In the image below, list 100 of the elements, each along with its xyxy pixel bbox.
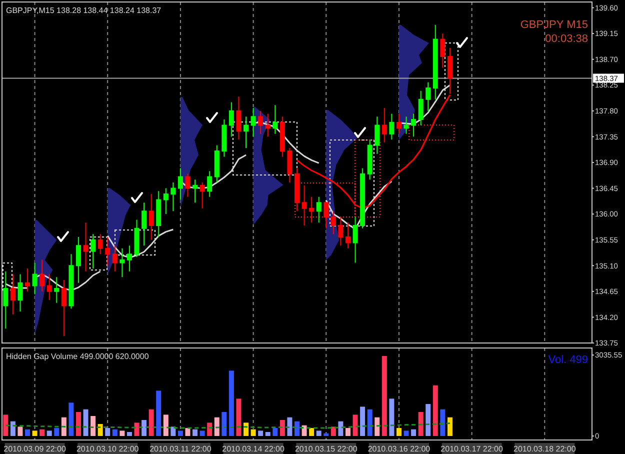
text: GBPJPY,M15 138.28 138.44 138.24 138.37 xyxy=(6,6,162,15)
candlestick xyxy=(294,168,300,212)
candlestick xyxy=(148,193,154,240)
bar xyxy=(126,432,132,436)
candlestick xyxy=(244,116,249,149)
candlestick xyxy=(302,184,307,226)
bar xyxy=(90,416,96,436)
bar xyxy=(440,409,446,436)
bar xyxy=(345,428,350,436)
annotation: GBPJPY M15 xyxy=(520,18,588,31)
candlestick xyxy=(411,113,416,138)
bar xyxy=(68,402,74,436)
bar xyxy=(324,433,329,436)
candlestick xyxy=(360,168,366,229)
bar xyxy=(142,420,147,436)
candlestick xyxy=(185,173,190,198)
candlestick xyxy=(112,245,118,272)
candlestick xyxy=(10,274,16,315)
candlestick xyxy=(68,254,74,310)
bar xyxy=(287,417,292,436)
candlestick xyxy=(345,222,350,249)
candlestick xyxy=(3,270,8,330)
candlestick xyxy=(338,216,344,246)
bar xyxy=(207,422,212,436)
candlestick xyxy=(330,210,336,235)
bar xyxy=(265,432,270,436)
bar xyxy=(40,429,45,436)
bar xyxy=(214,417,220,436)
candlestick xyxy=(134,219,140,258)
candlestick xyxy=(374,116,380,154)
x-tick-label: 2010.03.17 22:00 xyxy=(440,444,504,454)
bar xyxy=(170,426,176,436)
bar xyxy=(46,430,52,436)
candlestick xyxy=(200,182,205,209)
bar xyxy=(447,417,452,436)
candlestick xyxy=(178,168,183,200)
candlestick xyxy=(54,276,60,304)
candlestick xyxy=(142,202,147,246)
line-series xyxy=(325,180,392,230)
bar xyxy=(222,412,227,436)
candlestick xyxy=(163,188,168,215)
bar xyxy=(192,429,198,436)
bar xyxy=(24,429,30,436)
candlestick xyxy=(61,279,66,337)
bar xyxy=(250,429,256,436)
candlestick xyxy=(287,148,292,184)
bar xyxy=(432,385,438,436)
bar xyxy=(32,430,38,436)
candlestick xyxy=(236,96,242,140)
candlestick xyxy=(76,236,81,284)
text: Hidden Gap Volume 499.0000 620.0000 xyxy=(6,352,150,361)
bar xyxy=(156,390,162,436)
bar xyxy=(163,414,168,436)
bar xyxy=(228,370,234,436)
candlestick xyxy=(120,248,125,278)
candlestick xyxy=(418,90,424,126)
candlestick xyxy=(222,118,227,158)
bar xyxy=(185,428,190,436)
candlestick xyxy=(280,116,285,158)
candlestick xyxy=(426,82,431,112)
bar xyxy=(294,421,300,436)
bar xyxy=(418,412,424,436)
bar xyxy=(3,414,8,436)
bar xyxy=(134,422,140,436)
candlestick xyxy=(352,216,358,264)
bar xyxy=(338,421,344,436)
bar xyxy=(272,428,278,436)
candlestick xyxy=(228,102,234,138)
candlestick xyxy=(18,274,23,312)
candlestick xyxy=(265,113,270,138)
candlestick xyxy=(272,104,278,134)
bar xyxy=(54,428,60,436)
bar xyxy=(61,417,66,436)
candlestick xyxy=(40,259,45,292)
bar xyxy=(258,430,264,436)
bar xyxy=(302,425,307,436)
bar xyxy=(83,409,88,436)
x-tick-label: 2010.03.16 22:00 xyxy=(368,444,431,454)
bar xyxy=(404,430,409,436)
candlestick xyxy=(126,245,132,272)
bar xyxy=(178,430,183,436)
bar xyxy=(98,424,103,436)
candlestick xyxy=(170,182,176,212)
bar xyxy=(105,428,110,436)
bar xyxy=(244,422,249,436)
bar xyxy=(382,356,387,436)
annotation: Vol. 499 xyxy=(548,354,588,366)
candlestick xyxy=(432,24,438,100)
candlestick xyxy=(316,196,322,224)
bar xyxy=(280,420,285,436)
bar xyxy=(396,428,402,436)
candlestick xyxy=(83,222,88,272)
bar xyxy=(360,406,366,436)
candlestick xyxy=(324,202,329,229)
bar xyxy=(352,414,358,436)
bar xyxy=(374,417,380,436)
bar xyxy=(411,429,416,436)
annotation: 00:03:38 xyxy=(545,32,588,45)
candlestick xyxy=(46,274,52,301)
candlestick xyxy=(98,234,103,255)
